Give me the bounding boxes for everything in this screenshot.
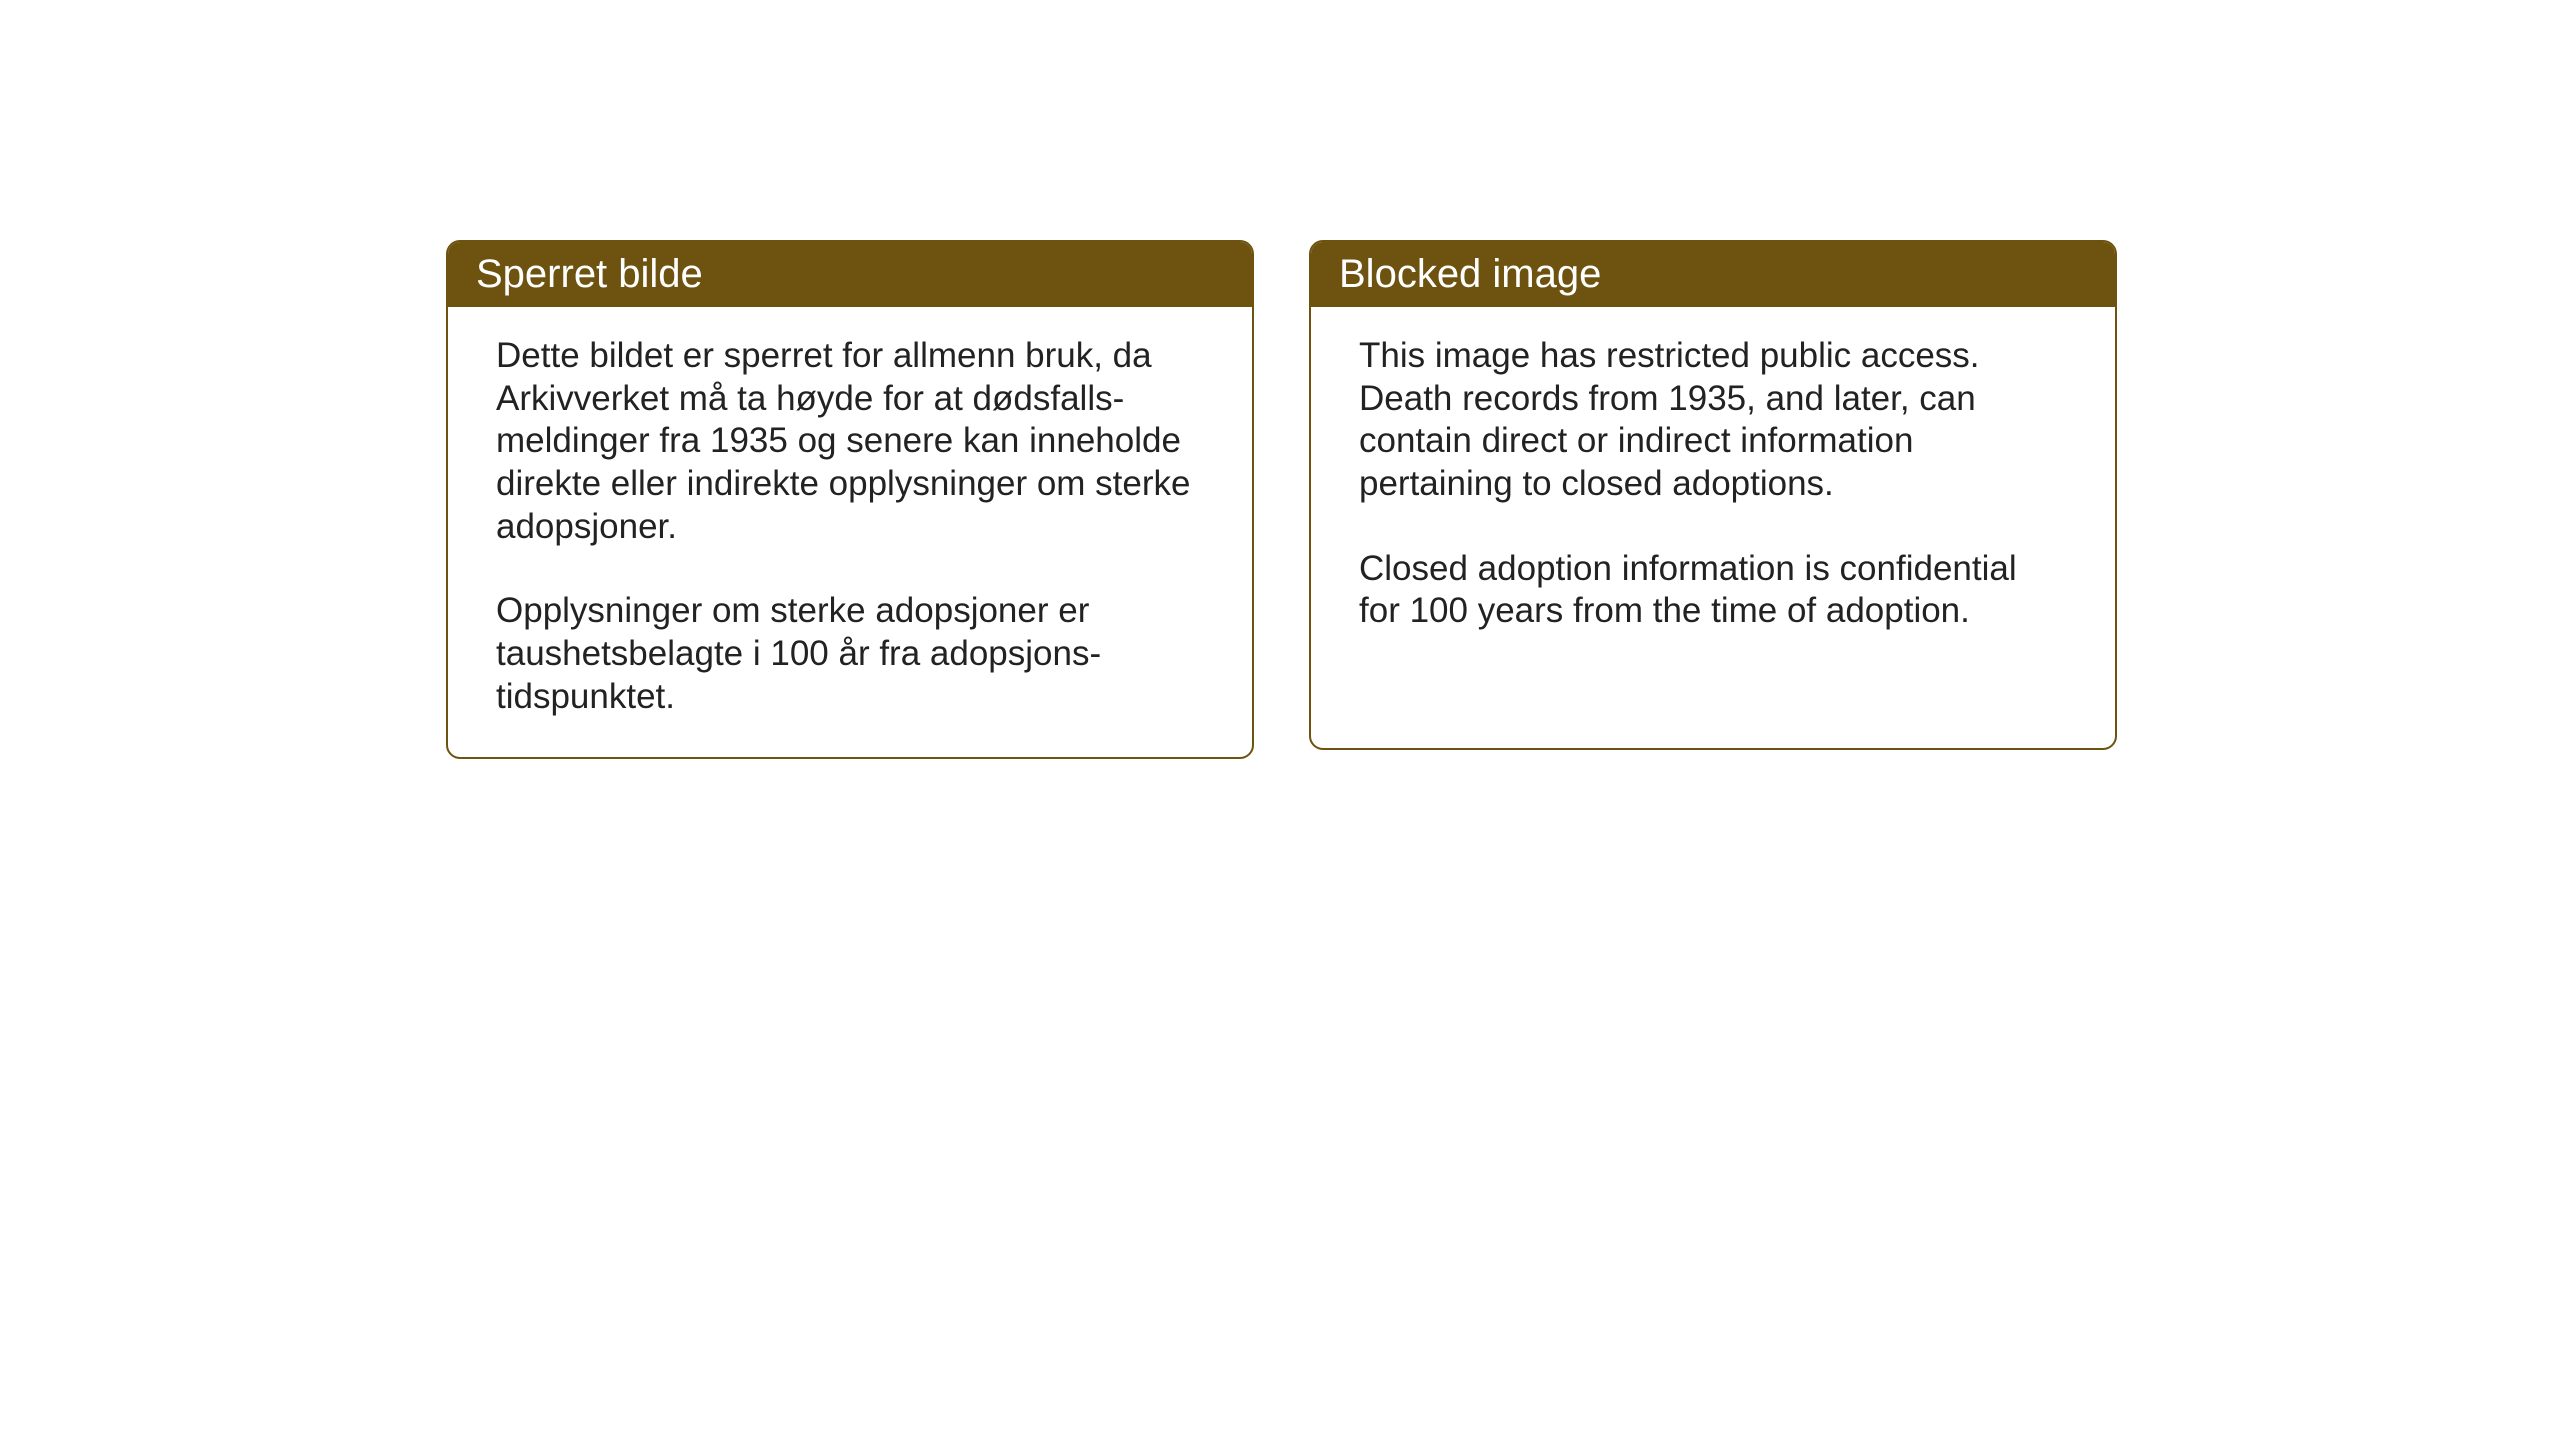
english-card-body: This image has restricted public access.… bbox=[1311, 307, 2115, 671]
norwegian-paragraph-2: Opplysninger om sterke adopsjoner er tau… bbox=[496, 590, 1204, 718]
english-paragraph-2: Closed adoption information is confident… bbox=[1359, 548, 2067, 633]
cards-container: Sperret bilde Dette bildet er sperret fo… bbox=[446, 240, 2117, 759]
norwegian-card: Sperret bilde Dette bildet er sperret fo… bbox=[446, 240, 1254, 759]
english-paragraph-1: This image has restricted public access.… bbox=[1359, 335, 2067, 506]
english-card-header: Blocked image bbox=[1311, 242, 2115, 307]
norwegian-card-header: Sperret bilde bbox=[448, 242, 1252, 307]
norwegian-paragraph-1: Dette bildet er sperret for allmenn bruk… bbox=[496, 335, 1204, 548]
english-card: Blocked image This image has restricted … bbox=[1309, 240, 2117, 750]
norwegian-card-body: Dette bildet er sperret for allmenn bruk… bbox=[448, 307, 1252, 757]
english-card-title: Blocked image bbox=[1339, 252, 1601, 296]
norwegian-card-title: Sperret bilde bbox=[476, 252, 703, 296]
